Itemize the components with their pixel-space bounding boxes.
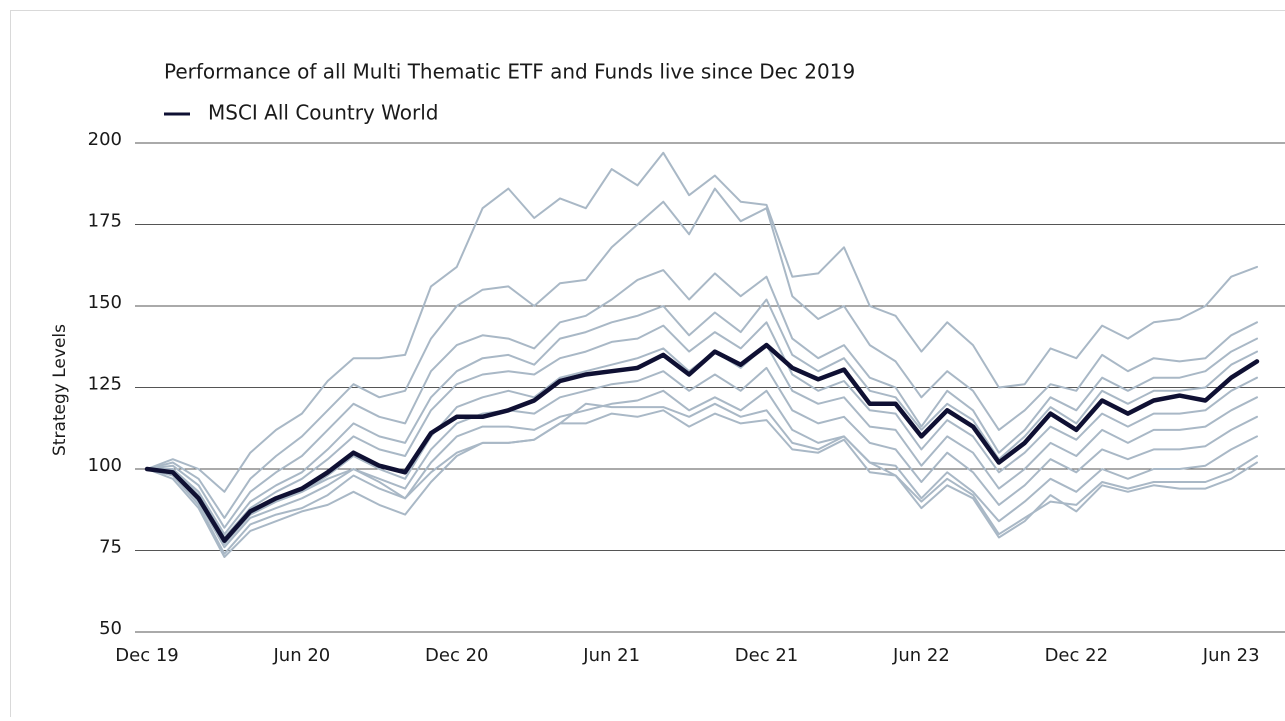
x-tick-label: Jun 23 bbox=[1202, 645, 1260, 666]
x-tick-label: Jun 20 bbox=[273, 645, 331, 666]
legend-label: MSCI All Country World bbox=[208, 101, 438, 125]
x-tick-label: Dec 21 bbox=[735, 645, 798, 666]
y-tick-label: 125 bbox=[88, 374, 122, 395]
y-tick-label: 100 bbox=[88, 455, 122, 476]
y-tick-label: 200 bbox=[88, 129, 122, 150]
y-axis-label: Strategy Levels bbox=[50, 324, 70, 456]
x-tick-label: Jun 21 bbox=[582, 645, 640, 666]
y-tick-label: 175 bbox=[88, 211, 122, 232]
y-tick-label: 150 bbox=[88, 292, 122, 313]
x-tick-label: Dec 22 bbox=[1045, 645, 1108, 666]
x-tick-label: Dec 19 bbox=[115, 645, 178, 666]
fund-line bbox=[147, 368, 1257, 547]
x-tick-label: Jun 22 bbox=[892, 645, 950, 666]
y-tick-label: 75 bbox=[99, 537, 122, 558]
chart-title: Performance of all Multi Thematic ETF an… bbox=[164, 60, 855, 84]
fund-line bbox=[147, 322, 1257, 537]
y-tick-label: 50 bbox=[99, 618, 122, 639]
x-tick-label: Dec 20 bbox=[425, 645, 488, 666]
